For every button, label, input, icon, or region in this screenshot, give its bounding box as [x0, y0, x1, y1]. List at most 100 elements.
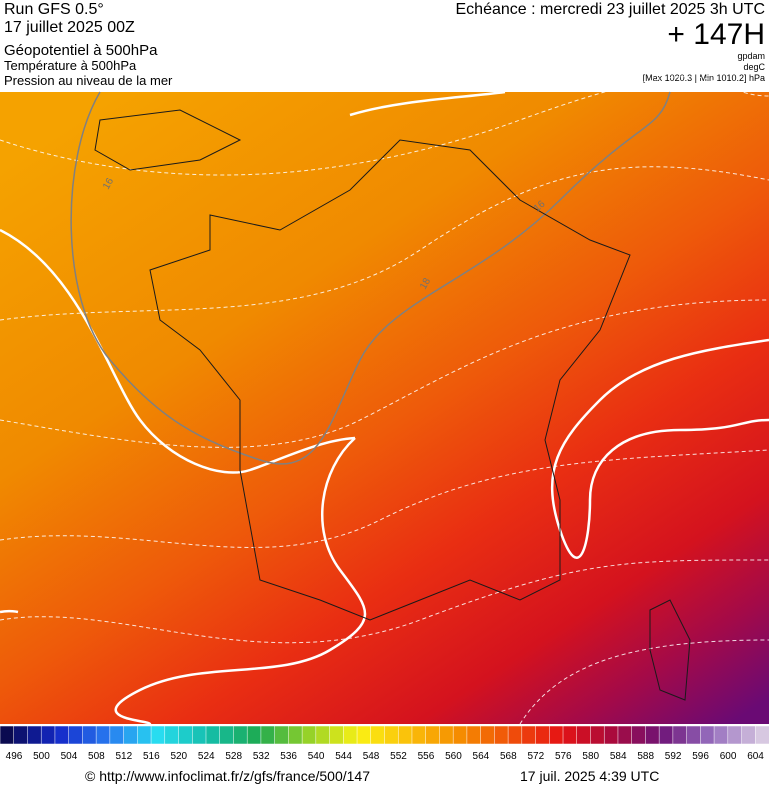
scale-swatch: [741, 725, 757, 745]
scale-swatch: [95, 725, 111, 745]
run-title: Run GFS 0.5°: [4, 1, 104, 18]
scale-label: 560: [445, 751, 462, 762]
scale-swatch: [480, 725, 496, 745]
scale-swatch: [507, 725, 523, 745]
scale-label: 512: [116, 751, 133, 762]
scale-label: 524: [198, 751, 215, 762]
scale-swatch: [68, 725, 84, 745]
scale-swatch: [521, 725, 537, 745]
map: 16 18 16: [0, 76, 769, 726]
timestamp: 17 juil. 2025 4:39 UTC: [520, 768, 659, 784]
scale-swatch: [109, 725, 125, 745]
scale-swatch: [192, 725, 207, 745]
scale-swatch: [617, 725, 633, 745]
pressure-isobars: [0, 90, 769, 726]
color-scale: 496 500 504 508 512 516 520 524 528 532 536 540 544 5…: [0, 725, 769, 762]
scale-label: 584: [610, 751, 627, 762]
scale-label: 532: [253, 751, 270, 762]
scale-label: 588: [637, 751, 654, 762]
scale-swatch: [631, 725, 647, 745]
scale-swatch: [439, 725, 454, 745]
scale-label: 604: [747, 751, 764, 762]
lead-time: + 147H: [667, 18, 765, 51]
scale-label: 540: [308, 751, 325, 762]
scale-swatch: [562, 725, 578, 745]
scale-swatch: [164, 725, 180, 745]
field-label: Température à 500hPa: [4, 58, 137, 73]
scale-swatch: [686, 725, 702, 745]
scale-label: 536: [280, 751, 297, 762]
scale-swatch: [13, 725, 29, 745]
scale-swatch: [315, 725, 331, 745]
scale-swatch: [658, 725, 674, 745]
scale-swatch: [82, 725, 97, 745]
scale-swatch: [384, 725, 399, 745]
scale-swatch: [205, 725, 221, 745]
scale-label: 568: [500, 751, 517, 762]
scale-swatch: [260, 725, 276, 745]
scale-swatch: [233, 725, 248, 745]
scale-swatch: [494, 725, 509, 745]
scale-swatch: [178, 725, 193, 745]
forecast-time: Echéance : mercredi 23 juillet 2025 3h U…: [456, 1, 766, 18]
scale-swatch: [672, 725, 688, 745]
scale-label: 572: [527, 751, 544, 762]
scale-label: 528: [225, 751, 242, 762]
scale-label: 548: [363, 751, 380, 762]
scale-swatch: [150, 725, 166, 745]
scale-label: 600: [720, 751, 737, 762]
scale-label: 516: [143, 751, 160, 762]
scale-swatch: [329, 725, 345, 745]
scale-swatch: [123, 725, 139, 745]
scale-swatch: [301, 725, 317, 745]
scale-swatch: [219, 725, 235, 745]
contour-label: 16: [101, 176, 116, 192]
scale-label: 580: [582, 751, 599, 762]
temperature-isolines: [0, 76, 769, 725]
scale-swatch: [343, 725, 358, 745]
scale-swatch: [549, 725, 564, 745]
scale-label: 496: [6, 751, 23, 762]
scale-swatch: [700, 725, 715, 745]
run-date: 17 juillet 2025 00Z: [4, 19, 135, 36]
scale-swatch: [27, 725, 42, 745]
unit-label: gpdam: [737, 51, 765, 61]
scale-label: 504: [61, 751, 78, 762]
scale-swatch: [576, 725, 592, 745]
scale-label: 520: [170, 751, 187, 762]
scale-swatch: [397, 725, 413, 745]
scale-label: 500: [33, 751, 50, 762]
contour-label: 18: [418, 276, 433, 292]
scale-label: 508: [88, 751, 105, 762]
scale-label: 564: [473, 751, 490, 762]
scale-swatch: [466, 725, 482, 745]
scale-swatch: [452, 725, 468, 745]
field-label: Pression au niveau de la mer: [4, 73, 173, 88]
scale-swatch: [137, 725, 152, 745]
scale-swatch: [0, 725, 15, 745]
scale-swatch: [246, 725, 262, 745]
scale-label: 596: [692, 751, 709, 762]
scale-swatch: [370, 725, 386, 745]
scale-swatch: [40, 725, 56, 745]
scale-swatch: [590, 725, 605, 745]
scale-swatch: [54, 725, 70, 745]
scale-swatch: [356, 725, 372, 745]
scale-label: 592: [665, 751, 682, 762]
borders: [94, 109, 691, 701]
scale-swatch: [288, 725, 303, 745]
scale-swatch: [755, 725, 769, 745]
geopotential-contours: [70, 91, 671, 465]
scale-swatch: [425, 725, 441, 745]
scale-swatch: [645, 725, 660, 745]
scale-swatch: [535, 725, 551, 745]
scale-label: 552: [390, 751, 407, 762]
unit-label: [Max 1020.3 | Min 1010.2] hPa: [643, 73, 765, 83]
unit-label: degC: [743, 62, 765, 72]
scale-label: 544: [335, 751, 352, 762]
scale-swatch: [727, 725, 743, 745]
source-url: © http://www.infoclimat.fr/z/gfs/france/…: [85, 768, 370, 784]
field-label: Géopotentiel à 500hPa: [4, 42, 158, 59]
scale-label: 556: [418, 751, 435, 762]
